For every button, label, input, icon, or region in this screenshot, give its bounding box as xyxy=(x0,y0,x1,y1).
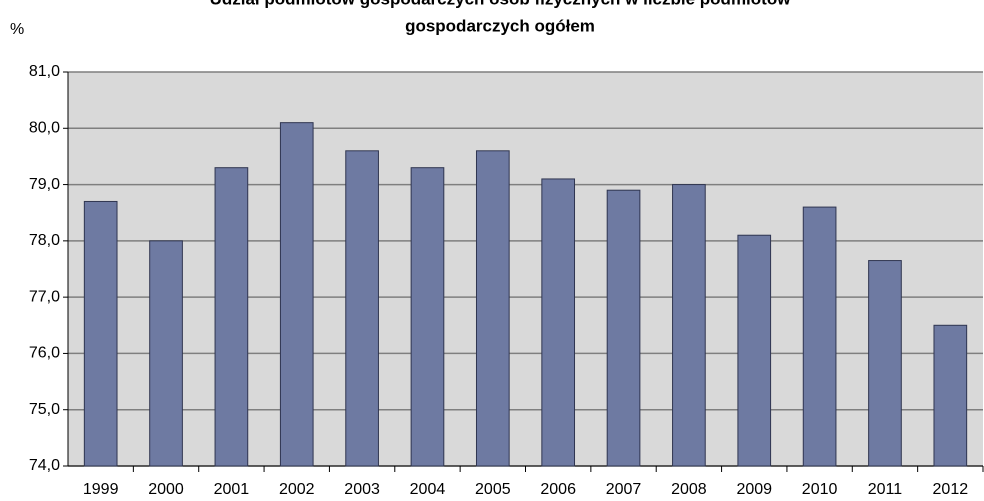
x-tick-label: 1999 xyxy=(83,481,119,498)
x-tick-label: 2000 xyxy=(148,481,184,498)
bar xyxy=(802,206,837,467)
y-tick-label: 79,0 xyxy=(29,176,60,193)
bar xyxy=(345,150,379,467)
y-tick-label: 78,0 xyxy=(29,232,60,249)
bar xyxy=(933,324,968,467)
bar xyxy=(214,167,249,467)
x-tick-label: 2009 xyxy=(736,481,772,498)
bar xyxy=(279,122,314,467)
y-tick-label: 77,0 xyxy=(29,288,60,305)
bar xyxy=(606,189,641,467)
y-tick-label: 74,0 xyxy=(29,457,60,474)
bar xyxy=(672,184,706,467)
y-tick-label: 75,0 xyxy=(29,401,60,418)
x-tick-label: 2003 xyxy=(344,481,380,498)
bar xyxy=(475,150,510,467)
x-tick-label: 2008 xyxy=(671,481,707,498)
bar xyxy=(737,234,772,467)
x-tick-label: 2004 xyxy=(410,481,446,498)
chart-title: Udział podmiotów gospodarczych osób fizy… xyxy=(210,0,792,8)
x-tick-label: 2011 xyxy=(868,481,903,498)
bar xyxy=(541,178,576,467)
y-axis-label: % xyxy=(10,21,24,38)
bar xyxy=(149,240,183,467)
x-tick-label: 2007 xyxy=(606,481,642,498)
bar xyxy=(868,260,902,467)
chart-title: gospodarczych ogółem xyxy=(405,16,595,35)
x-tick-label: 2002 xyxy=(279,481,315,498)
x-tick-label: 2005 xyxy=(475,481,511,498)
bar xyxy=(83,200,118,467)
y-tick-label: 80,0 xyxy=(29,120,60,137)
x-tick-label: 2006 xyxy=(540,481,576,498)
bar xyxy=(410,167,445,467)
x-tick-label: 2010 xyxy=(802,481,838,498)
x-tick-label: 2012 xyxy=(933,481,969,498)
x-tick-label: 2001 xyxy=(214,481,250,498)
y-tick-label: 81,0 xyxy=(29,63,60,80)
y-tick-label: 76,0 xyxy=(29,345,60,362)
plot-area xyxy=(68,72,983,466)
